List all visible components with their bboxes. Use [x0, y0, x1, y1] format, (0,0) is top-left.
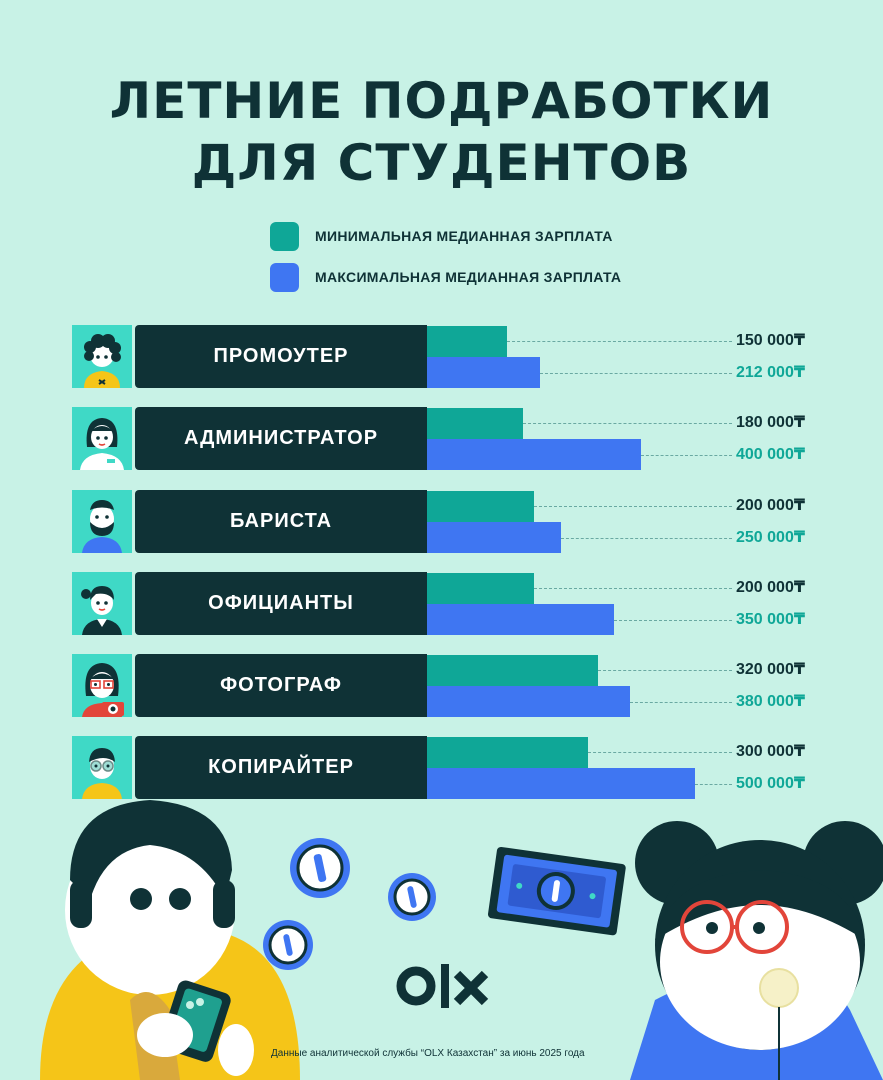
guide-line-min	[534, 588, 732, 589]
bar-max	[427, 768, 695, 799]
value-label-min: 200 000₸	[736, 497, 805, 514]
guide-line-max	[614, 620, 732, 621]
guide-line-max	[630, 702, 732, 703]
bar-max	[427, 439, 641, 470]
bar-max	[427, 522, 561, 553]
category-label: КОПИРАЙТЕР	[135, 736, 427, 799]
value-label-max: 212 000₸	[736, 364, 805, 381]
value-label-min: 200 000₸	[736, 579, 805, 596]
boy-character-illustration	[40, 800, 300, 1080]
value-label-max: 250 000₸	[736, 529, 805, 546]
footnote: Данные аналитической службы “OLX Казахст…	[271, 1048, 585, 1059]
value-label-min: 300 000₸	[736, 743, 805, 760]
bar-max	[427, 686, 631, 717]
legend: МИНИМАЛЬНАЯ МЕДИАННАЯ ЗАРПЛАТА МАКСИМАЛЬ…	[270, 218, 621, 300]
bar-min	[427, 491, 534, 522]
legend-swatch-min	[270, 221, 299, 251]
coin-icon	[290, 838, 350, 898]
value-label-min: 320 000₸	[736, 661, 805, 678]
value-label-min: 180 000₸	[736, 414, 805, 431]
value-label-max: 350 000₸	[736, 611, 805, 628]
bar-min	[427, 737, 588, 768]
guide-line-max	[694, 784, 732, 785]
guide-line-max	[540, 373, 732, 374]
chart-row: БАРИСТА 200 000₸ 250 000₸	[72, 490, 832, 553]
category-label: ОФИЦИАНТЫ	[135, 572, 427, 635]
chart-row: ОФИЦИАНТЫ 200 000₸ 350 000₸	[72, 572, 832, 635]
category-label: ФОТОГРАФ	[135, 654, 427, 717]
bar-max	[427, 604, 615, 635]
value-label-max: 400 000₸	[736, 446, 805, 463]
legend-item-max: МАКСИМАЛЬНАЯ МЕДИАННАЯ ЗАРПЛАТА	[270, 259, 621, 295]
legend-label-max: МАКСИМАЛЬНАЯ МЕДИАННАЯ ЗАРПЛАТА	[315, 269, 622, 285]
legend-item-min: МИНИМАЛЬНАЯ МЕДИАННАЯ ЗАРПЛАТА	[270, 218, 621, 254]
bar-min	[427, 408, 524, 439]
chart-row: КОПИРАЙТЕР 300 000₸ 500 000₸	[72, 736, 832, 799]
value-label-min: 150 000₸	[736, 332, 805, 349]
value-label-max: 500 000₸	[736, 775, 805, 792]
guide-line-min	[507, 341, 732, 342]
legend-label-min: МИНИМАЛЬНАЯ МЕДИАННАЯ ЗАРПЛАТА	[315, 228, 613, 244]
banknote-icon	[487, 846, 626, 936]
title-line-2: ДЛЯ СТУДЕНТОВ	[191, 134, 692, 192]
guide-line-max	[560, 538, 732, 539]
bar-min	[427, 326, 508, 357]
category-label: БАРИСТА	[135, 490, 427, 553]
guide-line-min	[587, 752, 732, 753]
chart-row: ФОТОГРАФ 320 000₸ 380 000₸	[72, 654, 832, 717]
bar-max	[427, 357, 541, 388]
bar-min	[427, 573, 534, 604]
bar-min	[427, 655, 599, 686]
value-label-max: 380 000₸	[736, 693, 805, 710]
girl-character-illustration	[630, 821, 883, 1080]
guide-line-min	[598, 670, 732, 671]
coin-icon	[263, 920, 313, 970]
olx-logo	[396, 964, 489, 1008]
chart-row: АДМИНИСТРАТОР 180 000₸ 400 000₸	[72, 407, 832, 470]
guide-line-min	[534, 506, 732, 507]
category-label: ПРОМОУТЕР	[135, 325, 427, 388]
title-line-1: ЛЕТНИЕ ПОДРАБОТКИ	[109, 72, 774, 130]
chart-row: ПРОМОУТЕР 150 000₸ 212 000₸	[72, 325, 832, 388]
category-label: АДМИНИСТРАТОР	[135, 407, 427, 470]
chart-title: ЛЕТНИЕ ПОДРАБОТКИ ДЛЯ СТУДЕНТОВ	[0, 70, 883, 194]
legend-swatch-max	[270, 262, 299, 292]
guide-line-max	[641, 455, 732, 456]
guide-line-min	[523, 423, 732, 424]
coin-icon	[388, 873, 436, 921]
